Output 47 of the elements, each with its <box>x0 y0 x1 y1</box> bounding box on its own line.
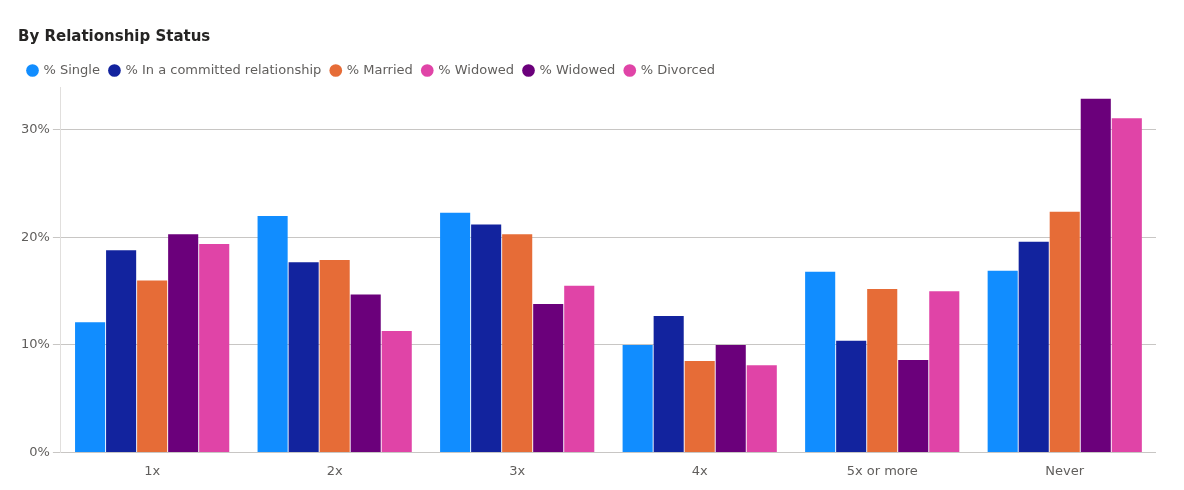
chart-title: By Relationship Status <box>18 26 211 45</box>
legend-label: % Widowed <box>438 61 515 77</box>
x-tick-label: Never <box>1045 462 1085 478</box>
x-tick-label: 3x <box>509 462 526 478</box>
bar <box>1080 98 1111 452</box>
bar <box>199 243 230 452</box>
y-tick-label: 10% <box>20 336 50 352</box>
x-tick-label: 4x <box>691 462 708 478</box>
bar <box>1049 211 1080 452</box>
y-tick-label: 0% <box>29 443 50 459</box>
bar <box>106 250 137 452</box>
bar <box>257 215 288 452</box>
bar <box>867 289 898 452</box>
bar <box>1111 118 1142 452</box>
y-tick-label: 20% <box>20 228 50 244</box>
legend-label: % Divorced <box>640 61 715 77</box>
legend-label: % Widowed <box>539 61 616 77</box>
bar <box>836 340 867 452</box>
bar <box>288 262 319 452</box>
legend-label: % Single <box>43 61 100 77</box>
bar <box>137 280 168 452</box>
bar <box>168 234 199 452</box>
legend-label: % In a committed relationship <box>125 61 322 77</box>
bar <box>440 212 471 452</box>
bar <box>1018 241 1049 452</box>
bar <box>684 361 715 452</box>
bar <box>929 291 960 452</box>
bar <box>471 224 502 452</box>
bar <box>746 365 777 452</box>
legend-label: % Married <box>346 61 413 77</box>
bar <box>805 271 836 452</box>
bar <box>319 260 350 452</box>
bar <box>502 234 533 452</box>
x-tick-label: 2x <box>326 462 343 478</box>
bar <box>381 330 412 452</box>
bar <box>715 344 746 452</box>
bar <box>622 344 653 452</box>
x-tick-label: 1x <box>144 462 161 478</box>
bar <box>75 322 106 452</box>
bar <box>564 285 595 452</box>
x-tick-label: 5x or more <box>846 462 918 478</box>
bar <box>898 359 929 452</box>
bar <box>987 270 1018 452</box>
bar <box>533 304 564 452</box>
y-tick-label: 30% <box>20 121 50 137</box>
bar <box>350 294 381 452</box>
bar <box>653 315 684 452</box>
